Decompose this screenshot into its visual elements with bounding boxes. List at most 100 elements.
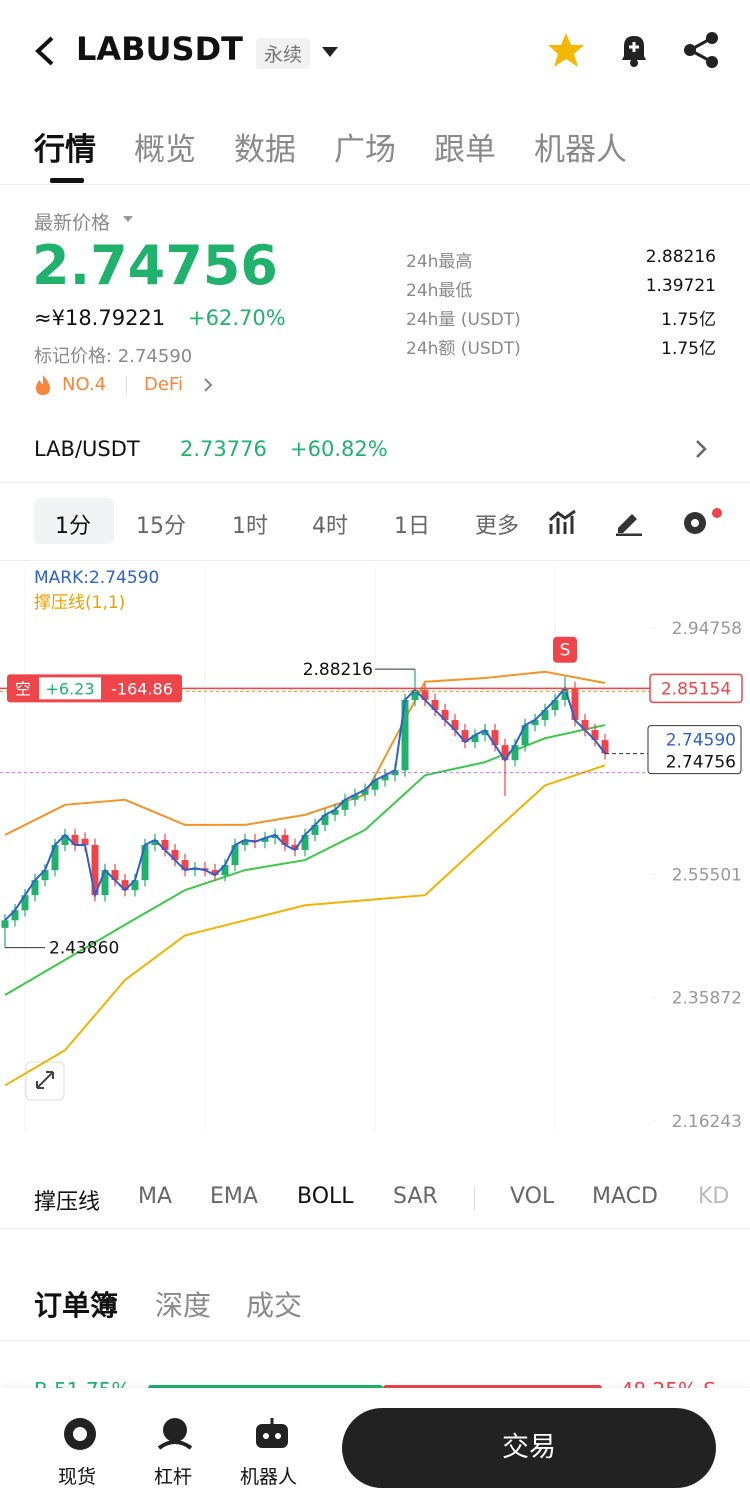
candle-body (311, 824, 319, 835)
interval[interactable]: 4时 (312, 514, 348, 539)
candle-body (91, 844, 99, 896)
sector[interactable]: DeFi (144, 374, 183, 395)
candle-body (541, 710, 549, 721)
interval-selected-bg (34, 498, 114, 544)
candle-body (571, 688, 579, 721)
last-price: 2.74756 (32, 234, 278, 297)
indicator-tab[interactable]: SAR (393, 1184, 438, 1209)
tab[interactable]: 机器人 (534, 132, 627, 168)
indicator-tab[interactable]: EMA (210, 1184, 258, 1209)
price-tag (647, 725, 742, 775)
symbol: LABUSDT (76, 30, 243, 68)
high-label: 2.88216 (303, 660, 373, 680)
candle-body (551, 699, 559, 711)
divider (0, 184, 750, 185)
candle-body (171, 850, 179, 861)
position-price-tag (649, 673, 743, 704)
nav-item[interactable]: 现货 (58, 1466, 97, 1488)
share-icon[interactable] (682, 30, 722, 70)
stat-value: 1.75亿 (661, 339, 716, 359)
candle-body (341, 799, 349, 810)
low-label: 2.43860 (49, 939, 119, 959)
candle-body (161, 839, 169, 851)
boll-band (4, 764, 606, 1087)
kline-chart[interactable]: MARK:2.74590 撑压线(1,1) 2.16243 2.35872 2.55… (0, 560, 750, 1140)
position-price: 2.85154 (661, 679, 731, 699)
book-tab[interactable]: 订单簿 (34, 1289, 119, 1322)
candle-body (261, 838, 269, 842)
margin-icon[interactable] (155, 1414, 195, 1454)
divider (0, 560, 750, 561)
signal-badge (553, 636, 577, 663)
candle-body (331, 809, 339, 815)
candle-body (521, 725, 529, 746)
change: +62.70% (188, 306, 286, 330)
nav-item[interactable]: 杠杆 (154, 1466, 193, 1488)
position-pnl-bg (39, 677, 101, 700)
candle-body (491, 730, 499, 746)
mark-line (4, 685, 606, 922)
candle-body (121, 880, 129, 891)
boll-band (4, 670, 606, 836)
draw-icon[interactable] (614, 508, 644, 536)
rank[interactable]: NO.4 (62, 374, 107, 395)
candle-body (511, 745, 519, 761)
divider (0, 482, 750, 483)
sep (126, 376, 127, 394)
interval[interactable]: 15分 (136, 514, 186, 539)
indicator-tab[interactable]: MA (138, 1184, 173, 1209)
settings-icon[interactable] (680, 506, 726, 538)
interval[interactable]: 1日 (394, 514, 430, 539)
indicator-tab[interactable]: BOLL (297, 1184, 354, 1209)
tab[interactable]: 跟单 (434, 132, 496, 168)
bot-icon[interactable] (252, 1414, 292, 1454)
candle-body (301, 834, 309, 851)
sep (474, 1186, 475, 1210)
price-label[interactable]: 最新价格 (34, 212, 111, 234)
nav-item[interactable]: 机器人 (240, 1466, 298, 1488)
candle-body (591, 730, 599, 741)
caret (123, 216, 133, 222)
back-icon[interactable] (30, 34, 60, 68)
spot-price: 2.73776 (180, 437, 267, 461)
candle-body (281, 834, 289, 845)
candle-body (561, 688, 569, 700)
fire-icon (36, 375, 50, 395)
book-tab[interactable]: 深度 (155, 1289, 212, 1322)
candle-body (391, 770, 399, 776)
signal-label: S (560, 641, 571, 661)
book-tab[interactable]: 成交 (246, 1289, 303, 1322)
candle-body (21, 895, 29, 911)
interval[interactable]: 1分 (55, 514, 91, 539)
tab[interactable]: 广场 (334, 132, 396, 168)
star-icon[interactable] (546, 30, 586, 70)
trade-button[interactable]: 交易 (342, 1408, 716, 1488)
y-tick-label: 2.35872 (672, 989, 742, 1009)
interval[interactable]: 更多 (475, 514, 520, 539)
dropdown-icon[interactable] (320, 44, 340, 60)
candle-body (501, 745, 509, 761)
y-tick-label: 2.94758 (672, 619, 742, 639)
tab[interactable]: 概览 (134, 132, 196, 168)
spot-pair[interactable]: LAB/USDT (34, 437, 140, 461)
chart-type-icon[interactable] (548, 508, 578, 536)
mark-price: 标记价格: 2.74590 (34, 346, 193, 367)
divider (0, 1228, 750, 1229)
chart-legend: MARK:2.74590 (34, 568, 159, 588)
candle-body (581, 720, 589, 731)
indicator-tab[interactable]: 撑压线 (34, 1190, 101, 1215)
cny-price: ≈¥18.79221 (34, 306, 166, 330)
indicator-tab[interactable]: VOL (510, 1184, 555, 1209)
indicator-tab[interactable]: KD (698, 1184, 730, 1209)
stat-label: 24h量 (USDT) (406, 310, 521, 330)
tab[interactable]: 行情 (34, 132, 96, 168)
spot-icon[interactable] (60, 1414, 100, 1454)
interval[interactable]: 1时 (232, 514, 268, 539)
chevron[interactable] (694, 438, 708, 460)
tab[interactable]: 数据 (234, 132, 296, 168)
indicator-tab[interactable]: MACD (592, 1184, 658, 1209)
candle-body (151, 839, 159, 845)
candle-body (211, 870, 219, 876)
y-tick-label: 2.55501 (672, 865, 742, 885)
alert-icon[interactable] (614, 30, 654, 70)
